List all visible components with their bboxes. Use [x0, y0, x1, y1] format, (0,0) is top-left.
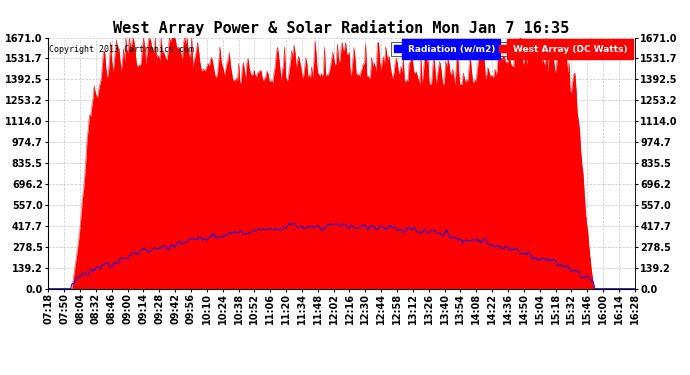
Legend: Radiation (w/m2), West Array (DC Watts): Radiation (w/m2), West Array (DC Watts): [391, 42, 630, 56]
Title: West Array Power & Solar Radiation Mon Jan 7 16:35: West Array Power & Solar Radiation Mon J…: [113, 20, 570, 36]
Text: Copyright 2013 Cartronics.com: Copyright 2013 Cartronics.com: [50, 45, 195, 54]
